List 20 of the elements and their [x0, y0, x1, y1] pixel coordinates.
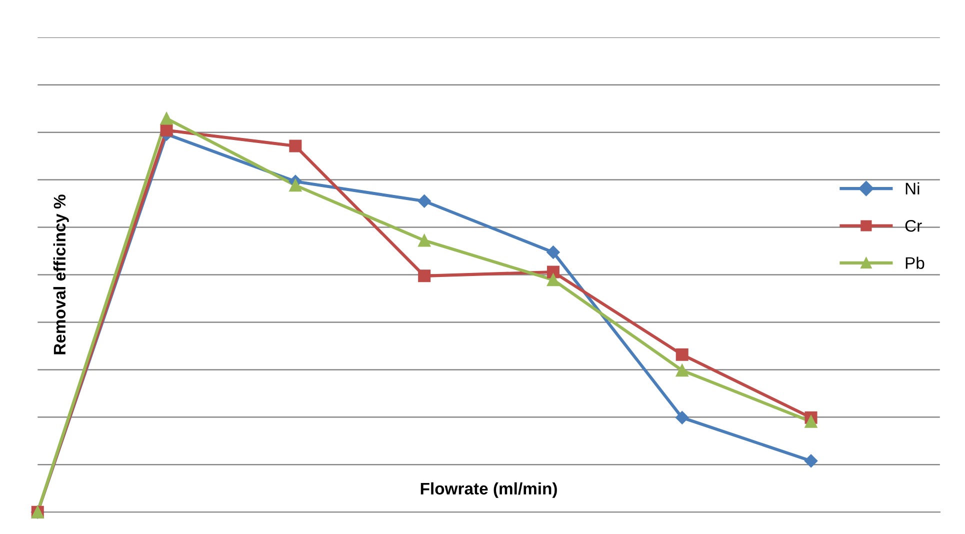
point — [546, 246, 560, 259]
point — [804, 454, 818, 468]
x-axis-title: Flowrate (ml/min) — [420, 482, 557, 498]
legend-label: Pb — [906, 256, 924, 269]
point — [676, 348, 688, 361]
point — [676, 411, 689, 424]
point — [289, 140, 302, 152]
point — [160, 112, 173, 125]
point — [546, 266, 560, 278]
point — [418, 234, 431, 247]
point — [160, 124, 173, 137]
point — [676, 364, 688, 377]
point — [418, 270, 431, 282]
point — [804, 415, 818, 428]
y-axis-title: Removal efficincy % — [53, 194, 69, 354]
legend-label: Ni — [906, 182, 920, 194]
legend-label: Cr — [905, 220, 922, 232]
point — [546, 274, 560, 286]
point — [289, 179, 302, 192]
point — [418, 194, 431, 208]
